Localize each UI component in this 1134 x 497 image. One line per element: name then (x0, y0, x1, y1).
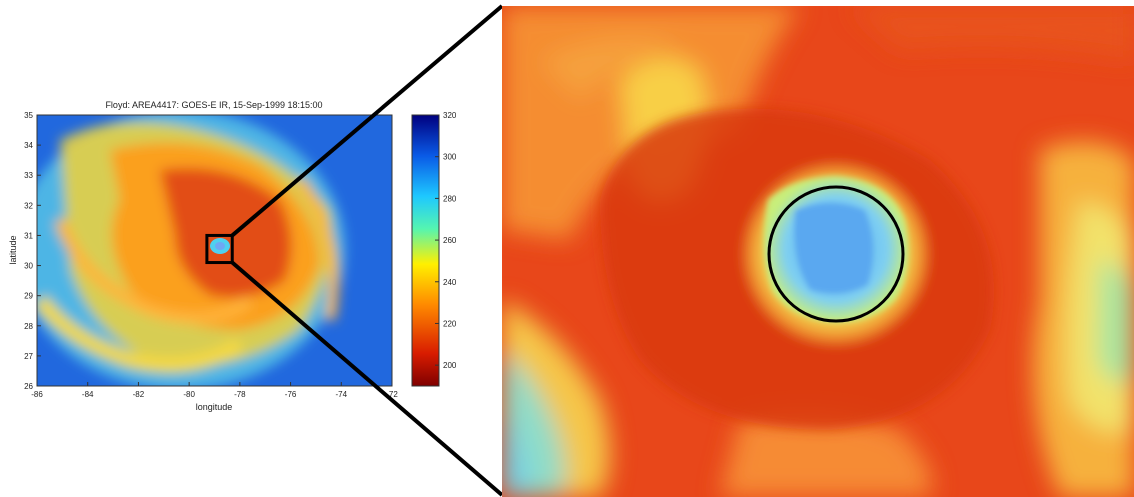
connector-upper (230, 4, 504, 237)
colorbar-tick-label: 260 (443, 236, 457, 245)
y-axis-ticks: 26 27 28 29 30 31 32 33 34 35 (24, 111, 41, 391)
ir-image (37, 115, 392, 386)
y-tick-label: 30 (24, 262, 33, 271)
colorbar-scale (411, 114, 440, 387)
x-tick-label: -82 (133, 390, 145, 399)
colorbar-tick-label: 320 (443, 111, 457, 120)
x-tick-label: -74 (336, 390, 348, 399)
colorbar-ticks: 200 220 240 260 280 300 320 (435, 111, 457, 370)
x-axis-label: longitude (196, 402, 233, 412)
y-tick-label: 27 (24, 352, 33, 361)
zoom-connectors (230, 4, 504, 497)
zoom-box (205, 233, 234, 265)
y-tick-label: 28 (24, 322, 33, 331)
chart-title: Floyd: AREA4417: GOES-E IR, 15-Sep-1999 … (105, 100, 322, 110)
x-tick-label: -86 (31, 390, 43, 399)
colorbar-tick-label: 200 (443, 361, 457, 370)
x-tick-label: -78 (234, 390, 246, 399)
x-tick-label: -72 (386, 390, 398, 399)
plot-frame (36, 114, 393, 387)
zoom-panel (502, 6, 1134, 497)
colorbar-tick-label: 220 (443, 319, 457, 328)
y-tick-label: 31 (24, 231, 33, 240)
colorbar-tick-label: 300 (443, 153, 457, 162)
y-tick-label: 32 (24, 201, 33, 210)
y-tick-label: 35 (24, 111, 33, 120)
x-tick-label: -80 (183, 390, 195, 399)
eye-circle (767, 185, 905, 323)
colorbar-tick-label: 240 (443, 278, 457, 287)
connector-lower (230, 261, 504, 497)
x-tick-label: -84 (82, 390, 94, 399)
y-tick-label: 33 (24, 171, 33, 180)
y-tick-label: 29 (24, 292, 33, 301)
x-tick-label: -76 (285, 390, 297, 399)
x-axis-ticks: -86 -84 -82 -80 -78 -76 -74 -72 (31, 382, 398, 399)
y-tick-label: 26 (24, 382, 33, 391)
colorbar: 200 220 240 260 280 300 320 (411, 111, 457, 387)
colorbar-tick-label: 280 (443, 194, 457, 203)
y-tick-label: 34 (24, 141, 33, 150)
y-axis-label: latitude (8, 235, 18, 264)
main-plot: -86 -84 -82 -80 -78 -76 -74 -72 26 27 28 29 30 31 32 3… (8, 100, 398, 412)
